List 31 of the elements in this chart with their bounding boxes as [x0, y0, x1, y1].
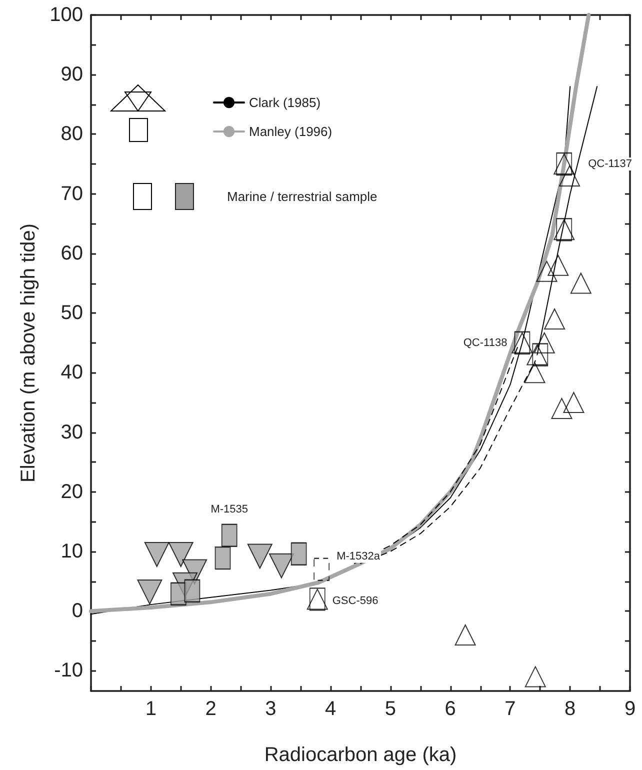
legend-label: Manley (1996)	[249, 124, 332, 139]
y-tick-label: 0	[72, 600, 83, 622]
x-tick-label: 8	[564, 698, 576, 720]
legend-label: Clark (1985)	[249, 95, 321, 110]
annotation: GSC-596	[332, 595, 378, 608]
y-tick-label: 20	[60, 480, 83, 503]
x-tick-label: 7	[504, 698, 516, 720]
y-tick-label: 10	[60, 540, 83, 563]
annotation: M-1535	[210, 503, 248, 516]
x-tick-label: 2	[205, 698, 216, 720]
annotation: QC-1137	[588, 158, 632, 170]
annotation: M-1532a	[336, 550, 381, 562]
x-tick-label: 9	[624, 698, 636, 720]
y-tick-label: 30	[60, 421, 83, 444]
x-tick-label: 1	[145, 698, 156, 720]
x-tick-label: 5	[384, 698, 396, 720]
y-tick-label: 40	[60, 362, 83, 384]
y-tick-label: 70	[60, 182, 83, 205]
x-tick-label: 3	[265, 698, 276, 720]
y-tick-label: 80	[60, 123, 83, 146]
y-tick-label: -10	[54, 660, 83, 682]
y-tick-label: 60	[60, 242, 83, 264]
annotation: QC-1138	[463, 336, 508, 349]
y-tick-label: 50	[60, 302, 83, 324]
x-tick-label: 6	[444, 698, 456, 720]
y-tick-label: 90	[60, 64, 83, 86]
annotation: Marine / terrestrial sample	[227, 189, 378, 204]
x-tick-label: 4	[324, 698, 336, 720]
y-axis-title: Elevation (m above high tide)	[18, 223, 40, 483]
x-axis-title: Radiocarbon age (ka)	[264, 744, 457, 766]
y-tick-label: 100	[50, 4, 83, 26]
